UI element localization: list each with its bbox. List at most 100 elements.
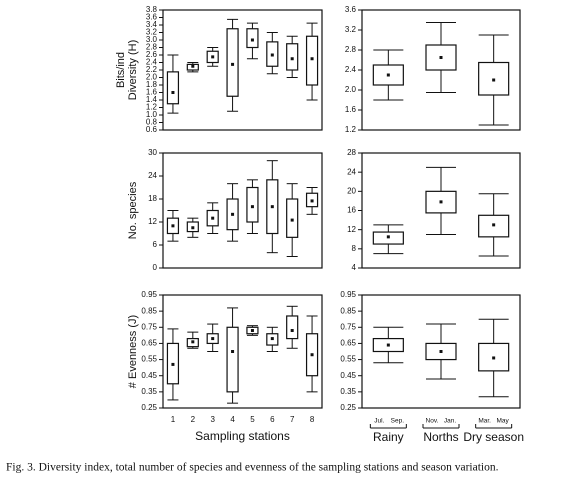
box xyxy=(246,186,259,223)
y-tick-label: 4 xyxy=(352,263,357,272)
y-tick-label: 0.55 xyxy=(141,355,157,364)
y-tick-label: 0.65 xyxy=(340,339,356,348)
center-dot xyxy=(290,329,294,333)
y-axis-label: No. species xyxy=(127,181,139,239)
y-tick-label: 30 xyxy=(148,148,157,157)
box xyxy=(246,28,259,49)
y-tick-label: 0.95 xyxy=(141,290,157,299)
center-dot xyxy=(439,200,443,204)
y-tick-label: 1.2 xyxy=(146,103,158,112)
center-dot xyxy=(191,340,195,344)
box xyxy=(286,43,299,71)
center-dot xyxy=(310,199,314,203)
y-tick-label: 8 xyxy=(352,244,357,253)
y-tick-label: 2.4 xyxy=(345,65,357,74)
center-dot xyxy=(492,78,496,82)
y-axis-label: Diversity (H) xyxy=(127,40,139,101)
x-tick-label: Dry season xyxy=(463,430,524,444)
month-label: May xyxy=(497,418,510,425)
y-tick-label: 20 xyxy=(347,186,356,195)
box xyxy=(226,28,239,97)
box xyxy=(286,198,299,238)
y-tick-label: 0.45 xyxy=(340,371,356,380)
y-tick-label: 0.75 xyxy=(340,322,356,331)
center-dot xyxy=(439,56,443,59)
y-tick-label: 3.8 xyxy=(146,5,158,14)
center-dot xyxy=(290,57,294,61)
y-axis-label: Bits/ind xyxy=(115,52,127,88)
panel-frame xyxy=(162,152,323,269)
x-tick-label: 7 xyxy=(290,415,295,424)
center-dot xyxy=(250,205,254,209)
y-tick-label: 6 xyxy=(153,240,158,249)
center-dot xyxy=(386,73,390,77)
center-dot xyxy=(270,337,274,341)
y-tick-label: 0 xyxy=(153,263,158,272)
center-dot xyxy=(386,343,390,347)
caption: Fig. 3. Diversity index, total number of… xyxy=(6,462,499,474)
center-dot xyxy=(386,235,390,239)
y-tick-label: 2.8 xyxy=(345,45,357,54)
y-tick-label: 12 xyxy=(347,225,356,234)
y-tick-label: 18 xyxy=(148,194,157,203)
x-tick-label: Norths xyxy=(423,430,458,444)
y-tick-label: 3.6 xyxy=(146,13,158,22)
x-tick-label: 4 xyxy=(230,415,235,424)
y-tick-label: 3.2 xyxy=(146,28,158,37)
center-dot xyxy=(211,337,215,341)
y-tick-label: 2.8 xyxy=(146,43,158,52)
x-tick-label: Rainy xyxy=(373,430,404,444)
center-dot xyxy=(211,216,215,220)
y-tick-label: 24 xyxy=(148,171,157,180)
y-tick-label: 1.8 xyxy=(146,80,158,89)
box xyxy=(226,326,239,393)
box xyxy=(305,35,319,86)
center-dot xyxy=(250,329,254,333)
center-dot xyxy=(290,218,294,222)
box xyxy=(166,71,180,105)
y-tick-label: 0.65 xyxy=(141,339,157,348)
box xyxy=(286,315,299,340)
panel-frame xyxy=(162,294,323,409)
x-tick-label: 2 xyxy=(191,415,196,424)
month-label: Mar. xyxy=(478,418,491,425)
y-tick-label: 3.0 xyxy=(146,35,158,44)
y-tick-label: 0.95 xyxy=(340,290,356,299)
y-tick-label: 1.0 xyxy=(146,110,158,119)
y-tick-label: 24 xyxy=(347,167,356,176)
month-label: Jan. xyxy=(444,418,456,425)
center-dot xyxy=(310,353,314,357)
y-tick-label: 0.75 xyxy=(141,322,157,331)
y-tick-label: 0.85 xyxy=(141,306,157,315)
center-dot xyxy=(171,362,175,366)
y-tick-label: 16 xyxy=(347,206,356,215)
y-tick-label: 0.55 xyxy=(340,355,356,364)
y-tick-label: 2.4 xyxy=(146,58,158,67)
center-dot xyxy=(250,38,254,42)
panel-frame xyxy=(361,294,521,409)
y-tick-label: 0.25 xyxy=(141,403,157,412)
center-dot xyxy=(231,212,235,216)
y-tick-label: 2.0 xyxy=(345,85,357,94)
y-tick-label: 2.2 xyxy=(146,65,158,74)
y-tick-label: 2.6 xyxy=(146,50,158,59)
y-tick-label: 3.2 xyxy=(345,25,357,34)
center-dot xyxy=(310,57,314,61)
y-tick-label: 3.6 xyxy=(345,5,357,14)
y-tick-label: 0.35 xyxy=(340,387,356,396)
y-tick-label: 3.4 xyxy=(146,20,158,29)
center-dot xyxy=(211,55,215,59)
center-dot xyxy=(231,62,235,66)
month-label: Sep. xyxy=(391,418,405,425)
center-dot xyxy=(191,64,195,68)
month-label: Nov. xyxy=(426,418,439,425)
center-dot xyxy=(439,350,443,353)
center-dot xyxy=(171,224,175,228)
center-dot xyxy=(492,223,496,227)
center-dot xyxy=(171,91,175,94)
x-axis-label: Sampling stations xyxy=(195,429,290,443)
y-tick-label: 0.25 xyxy=(340,403,356,412)
y-tick-label: 0.6 xyxy=(146,125,158,134)
center-dot xyxy=(270,205,274,209)
